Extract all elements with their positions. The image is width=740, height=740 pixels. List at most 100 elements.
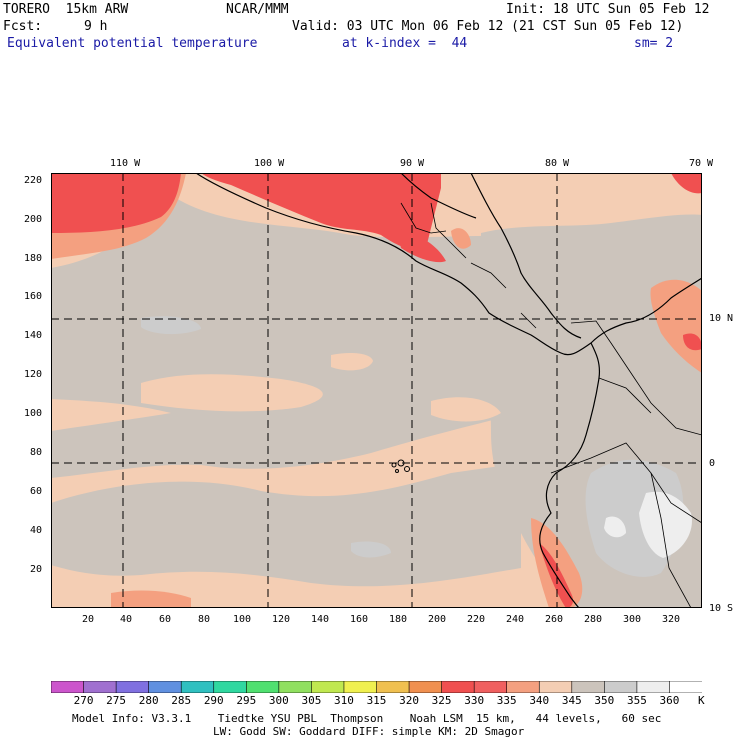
x-tick: 280 <box>584 614 603 625</box>
theta-e-band-350k <box>51 463 521 587</box>
colorbar-swatch <box>538 681 573 693</box>
x-tick: 300 <box>623 614 642 625</box>
x-tick: 20 <box>82 614 95 625</box>
colorbar-swatch <box>180 681 215 693</box>
colorbar-tick-label: 300 <box>268 694 289 707</box>
y-tick: 20 <box>30 564 43 575</box>
x-tick: 240 <box>506 614 525 625</box>
y-tick: 100 <box>24 408 43 419</box>
theta-e-band-345k <box>141 374 323 412</box>
x-tick: 100 <box>233 614 252 625</box>
forecast-label: Fcst: <box>3 19 43 34</box>
colorbar-swatch <box>278 681 313 693</box>
colorbar-swatch <box>571 681 606 693</box>
x-tick: 320 <box>662 614 681 625</box>
coastline-caribbean <box>470 173 582 339</box>
y-tick: 120 <box>24 369 43 380</box>
y-tick: 40 <box>30 525 43 536</box>
colorbar-tick-label: 350 <box>594 694 615 707</box>
forecast-hour: 9 h <box>84 19 108 34</box>
theta-e-band-360k <box>604 516 626 538</box>
model-name: TORERO 15km ARW <box>3 2 129 17</box>
lon-label-70w: 70 W <box>689 158 714 169</box>
colorbar <box>51 681 702 693</box>
lat-label-0: 0 <box>709 458 716 469</box>
colorbar-tick-label: 285 <box>171 694 192 707</box>
colorbar-tick-label: 305 <box>301 694 322 707</box>
smoothing: sm= 2 <box>634 36 674 51</box>
map-frame <box>51 173 702 608</box>
theta-e-band-330k <box>51 173 181 233</box>
colorbar-swatch <box>636 681 671 693</box>
init-time: Init: 18 UTC Sun 05 Feb 12 <box>506 2 710 17</box>
lat-label-10s: 10 S <box>709 603 734 614</box>
lon-label-80w: 80 W <box>545 158 570 169</box>
colorbar-swatch <box>311 681 345 693</box>
graticule <box>51 173 702 608</box>
colorbar-tick-label: 290 <box>203 694 224 707</box>
theta-e-band-355k <box>141 316 201 335</box>
lon-label-90w: 90 W <box>400 158 425 169</box>
lon-label-110w: 110 W <box>110 158 141 169</box>
colorbar-tick-label: 360 <box>659 694 680 707</box>
coastline-yucatan <box>400 173 477 219</box>
colorbar-tick-label: 330 <box>464 694 485 707</box>
colorbar-swatch <box>506 681 541 693</box>
y-tick: 60 <box>30 486 43 497</box>
theta-e-band-355k <box>351 541 391 558</box>
coastline-south-america <box>539 342 601 608</box>
field-name: Equivalent potential temperature <box>7 36 258 51</box>
x-tick: 60 <box>159 614 172 625</box>
colorbar-tick-label: 325 <box>431 694 452 707</box>
model-info: Model Info: V3.3.1 Tiedtke YSU PBL Thomp… <box>72 712 662 725</box>
theta-e-band-340k <box>111 590 191 608</box>
y-tick: 200 <box>24 214 43 225</box>
y-tick: 80 <box>30 447 43 458</box>
theta-e-map <box>51 173 702 608</box>
theta-e-band-330k <box>683 333 702 351</box>
colorbar-swatch <box>408 681 443 693</box>
colorbar-tick-label: 315 <box>366 694 387 707</box>
level-index: at k-index = 44 <box>342 36 468 51</box>
country-borders <box>400 202 702 608</box>
x-tick: 120 <box>272 614 291 625</box>
colorbar-swatch <box>343 681 378 693</box>
y-tick: 220 <box>24 175 43 186</box>
colorbar-swatch <box>115 681 150 693</box>
colorbar-tick-label: 345 <box>561 694 582 707</box>
colorbar-tick-label: 335 <box>496 694 517 707</box>
theta-e-band-340k <box>451 228 471 249</box>
y-tick: 160 <box>24 291 43 302</box>
x-tick: 40 <box>120 614 133 625</box>
colorbar-tick-label: 275 <box>106 694 127 707</box>
x-tick: 160 <box>350 614 369 625</box>
colorbar-swatch <box>51 681 85 693</box>
theta-e-band-330k <box>201 173 441 250</box>
galapagos-island <box>395 469 399 473</box>
colorbar-tick-label: 280 <box>138 694 159 707</box>
galapagos-island <box>404 466 410 472</box>
colorbar-unit: K <box>698 694 705 707</box>
x-tick: 220 <box>467 614 486 625</box>
colorbar-swatch <box>473 681 508 693</box>
colorbar-tick-label: 270 <box>73 694 94 707</box>
colorbar-tick-label: 310 <box>334 694 354 707</box>
lon-label-100w: 100 W <box>254 158 285 169</box>
x-tick: 180 <box>389 614 408 625</box>
y-tick: 180 <box>24 253 43 264</box>
theta-e-band-330k <box>396 228 446 263</box>
lat-label-10n: 10 N <box>709 313 734 324</box>
colorbar-swatch <box>246 681 280 693</box>
theta-e-band-345k <box>431 397 501 422</box>
theta-e-band-330k <box>671 173 702 194</box>
colorbar-swatch <box>213 681 248 693</box>
organization: NCAR/MMM <box>226 2 289 17</box>
colorbar-swatch <box>376 681 410 693</box>
x-tick: 80 <box>198 614 211 625</box>
x-tick: 140 <box>311 614 330 625</box>
colorbar-tick-label: 340 <box>529 694 550 707</box>
theta-e-band-345k <box>331 353 373 371</box>
theta-e-band-350k <box>51 195 521 478</box>
x-tick: 260 <box>545 614 564 625</box>
colorbar-tick-label: 295 <box>236 694 257 707</box>
